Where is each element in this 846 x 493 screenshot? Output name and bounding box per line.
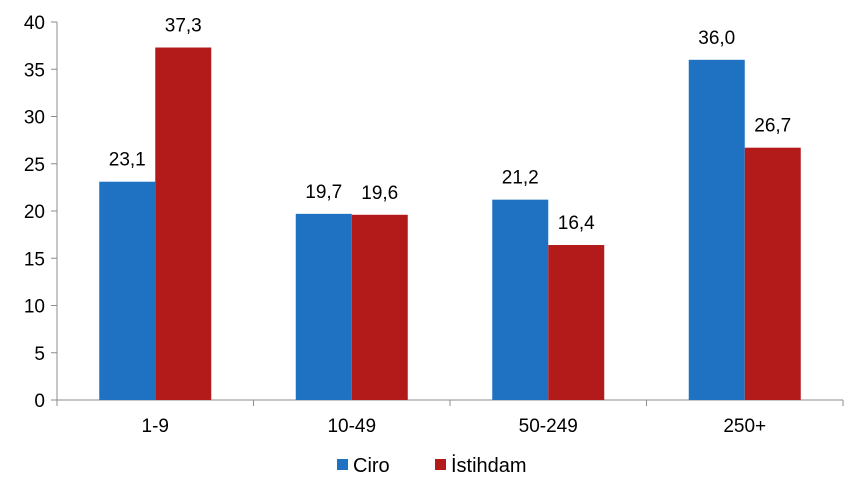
data-label: 36,0	[698, 28, 735, 49]
x-tick-label: 50-249	[519, 416, 578, 437]
bar-ciro	[295, 213, 352, 400]
data-label: 16,4	[558, 213, 595, 234]
data-labels: 23,1 19,7 21,2 36,0 37,3 19,6 16,4 26,7	[109, 16, 791, 235]
legend: Ciro İstihdam	[337, 454, 527, 477]
bar-istihdam	[351, 214, 408, 400]
legend-label: Ciro	[353, 455, 390, 477]
data-label: 37,3	[165, 16, 202, 37]
y-tick-label: 15	[24, 249, 45, 270]
data-label: 21,2	[502, 168, 539, 189]
x-tick-label: 1-9	[142, 416, 169, 437]
bars	[99, 47, 801, 401]
data-label: 26,7	[754, 116, 791, 137]
bar-istihdam	[548, 245, 605, 400]
y-tick-label: 0	[34, 391, 45, 412]
y-tick-label: 25	[24, 155, 45, 176]
x-axis: 1-9 10-49 50-249 250+	[56, 399, 844, 437]
y-tick-label: 30	[24, 108, 45, 129]
data-label: 19,7	[305, 182, 342, 203]
y-tick-label: 40	[24, 13, 45, 34]
bar-istihdam	[744, 147, 801, 400]
y-tick-label: 10	[24, 297, 45, 318]
x-tick-label: 10-49	[327, 416, 376, 437]
legend-label: İstihdam	[451, 454, 527, 477]
data-label: 19,6	[361, 183, 398, 204]
bar-istihdam	[155, 47, 212, 400]
legend-swatch	[337, 459, 348, 470]
y-tick-label: 35	[24, 60, 45, 81]
y-axis: 0 5 10 15 20 25 30 35 40	[24, 13, 58, 412]
bar-ciro	[99, 181, 156, 400]
bar-ciro	[492, 199, 549, 400]
legend-swatch	[435, 459, 446, 470]
bar-ciro	[688, 59, 745, 401]
x-tick-label: 250+	[723, 416, 766, 437]
y-tick-label: 5	[34, 344, 45, 365]
y-tick-label: 20	[24, 202, 45, 223]
data-label: 23,1	[109, 150, 146, 171]
